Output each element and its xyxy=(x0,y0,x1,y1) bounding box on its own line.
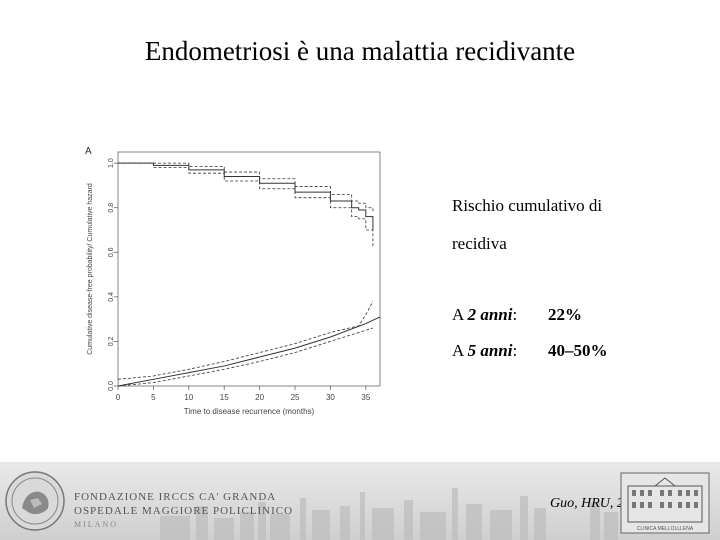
building-logo: CLINICA MELLOLLLENA xyxy=(620,472,710,534)
risk-row-prefix: A xyxy=(452,341,468,360)
y-tick-label: 0.8 xyxy=(108,203,115,213)
seal-logo xyxy=(5,471,65,531)
x-tick-label: 5 xyxy=(151,393,156,402)
risk-row-5-years: A 5 anni: 40–50% xyxy=(452,341,652,361)
foundation-logo-text: FONDAZIONE IRCCS CA' GRANDA OSPEDALE MAG… xyxy=(74,490,293,532)
x-tick-label: 15 xyxy=(220,393,229,402)
building-logo-label: CLINICA MELLOLLLENA xyxy=(637,526,694,532)
y-tick-label: 0.0 xyxy=(108,381,115,391)
risk-row-period: 5 anni xyxy=(467,341,513,360)
series-survival xyxy=(118,162,374,230)
survival-chart: 0 5 10 15 20 25 30 35 0.0 0.2 0.4 0.6 0.8 1.0 Time to … xyxy=(87,151,381,416)
risk-heading-line1: Rischio cumulativo di xyxy=(452,196,603,215)
series-hazard xyxy=(117,316,381,387)
series-survival-lower xyxy=(118,162,374,248)
x-tick-label: 30 xyxy=(326,393,335,402)
y-axis-label: Cumulative disease-free probability/ Cum… xyxy=(87,183,94,355)
foundation-name: FONDAZIONE IRCCS CA' GRANDA xyxy=(74,491,277,503)
risk-row-colon: : xyxy=(512,341,518,360)
slide-title: Endometriosi è una malattia recidivante xyxy=(144,36,576,66)
x-axis-label: Time to disease recurrence (months) xyxy=(184,407,315,416)
x-tick-label: 20 xyxy=(255,393,264,402)
chart-panel: 0 5 10 15 20 25 30 35 0.0 0.2 0.4 0.6 0.8 1.0 Time to … xyxy=(80,138,390,423)
series-hazard-lower xyxy=(117,327,374,387)
y-tick-label: 1.0 xyxy=(108,158,115,168)
plot-frame xyxy=(117,151,381,387)
risk-heading-line2: recidiva xyxy=(452,234,507,253)
risk-row-prefix: A xyxy=(452,305,468,324)
risk-row-period: 2 anni xyxy=(467,305,513,324)
x-tick-label: 10 xyxy=(184,393,193,402)
risk-row-value: 22% xyxy=(548,305,582,324)
risk-row-colon: : xyxy=(512,305,518,324)
series-survival-upper xyxy=(118,162,374,213)
x-tick-label: 0 xyxy=(116,393,121,402)
risk-row-value: 40–50% xyxy=(548,341,608,360)
city-skyline-image xyxy=(160,488,618,540)
y-tick-label: 0.2 xyxy=(108,336,115,346)
chart-panel-label: A xyxy=(85,146,92,157)
y-tick-label: 0.6 xyxy=(108,247,115,257)
series-hazard-upper xyxy=(117,301,374,380)
risk-row-2-years: A 2 anni: 22% xyxy=(452,305,652,325)
hospital-name: OSPEDALE MAGGIORE POLICLINICO xyxy=(74,505,294,517)
x-tick-label: 25 xyxy=(291,393,300,402)
city-name: MILANO xyxy=(74,520,118,529)
y-tick-label: 0.4 xyxy=(108,292,115,302)
footer-banner xyxy=(0,462,720,540)
x-tick-label: 35 xyxy=(361,393,370,402)
